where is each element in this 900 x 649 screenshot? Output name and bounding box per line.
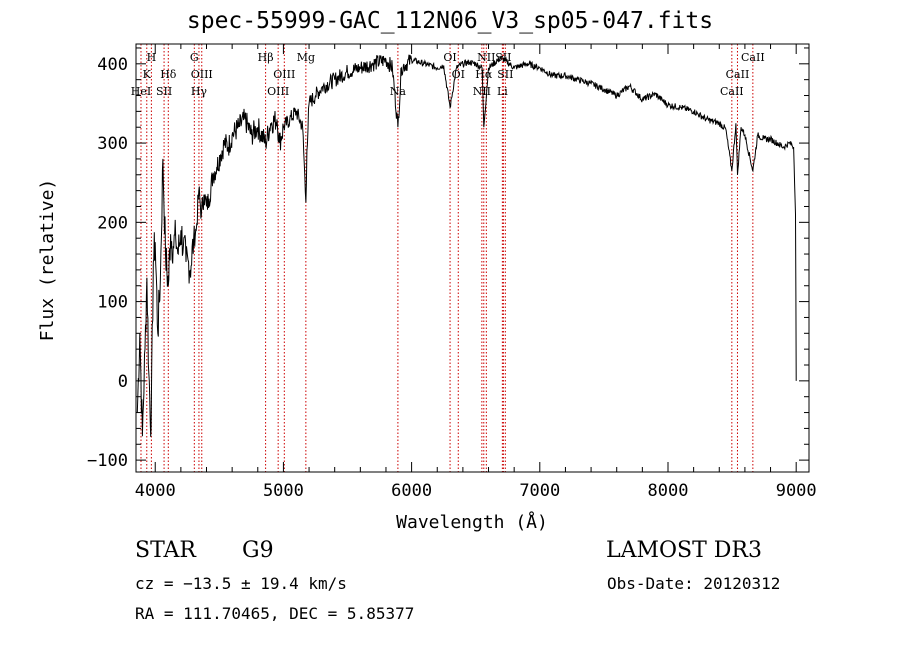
axes-layer: 4000 5000 6000 7000 8000 9000 −100 0 100 200 300 40… bbox=[87, 43, 817, 501]
spectral-line-label: Na bbox=[390, 85, 407, 98]
y-tick-label: 300 bbox=[97, 134, 128, 154]
spectral-line-label: OIII bbox=[267, 85, 289, 98]
coordinates: RA = 111.70465, DEC = 5.85377 bbox=[135, 604, 415, 623]
y-tick-label: 100 bbox=[97, 293, 128, 313]
spectral-line-label: K bbox=[143, 68, 152, 81]
y-tick-label: −100 bbox=[87, 451, 128, 471]
obs-date: Obs-Date: 20120312 bbox=[607, 574, 781, 593]
spectral-line-label: Hβ bbox=[258, 51, 274, 64]
spectral-line-label: OIII bbox=[191, 68, 213, 81]
x-axis-label: Wavelength (Å) bbox=[396, 511, 548, 533]
survey-name: LAMOST DR3 bbox=[606, 538, 762, 563]
object-class: STAR bbox=[135, 538, 196, 563]
chart-title: spec-55999-GAC_112N06_V3_sp05-047.fits bbox=[186, 8, 714, 34]
spectral-line-label: Li bbox=[497, 85, 508, 98]
spectral-line-label: CaII bbox=[741, 51, 765, 64]
redshift-text: cz = −13.5 ± 19.4 km/s bbox=[135, 574, 347, 593]
x-tick-label: 6000 bbox=[391, 481, 432, 501]
spectral-line-label: OI bbox=[443, 51, 456, 64]
y-tick-label: 200 bbox=[97, 213, 128, 233]
spectral-line-label: SII bbox=[495, 51, 511, 64]
spectral-line-label: Mg bbox=[297, 51, 315, 64]
spectral-line-label: OI bbox=[452, 68, 465, 81]
spectral-line-label: Hδ bbox=[160, 68, 177, 81]
x-tick-label: 4000 bbox=[135, 481, 176, 501]
line-marker-layer bbox=[140, 44, 754, 472]
spectral-line-label: NII bbox=[477, 51, 495, 64]
spectral-line-label: NII bbox=[473, 85, 491, 98]
spectrum-line bbox=[136, 54, 797, 437]
spectral-line-label: Hγ bbox=[191, 85, 208, 98]
spectral-line-label: G bbox=[190, 51, 199, 64]
spectral-line-label: CaII bbox=[720, 85, 744, 98]
y-axis-label: Flux (relative) bbox=[37, 179, 58, 342]
x-tick-label: 9000 bbox=[776, 481, 817, 501]
x-tick-label: 7000 bbox=[519, 481, 560, 501]
spectral-line-label: OIII bbox=[273, 68, 295, 81]
spectral-line-label: Hα bbox=[475, 68, 493, 81]
spectral-line-label: SII bbox=[497, 68, 513, 81]
object-subclass: G9 bbox=[242, 538, 274, 563]
spectral-line-label: SII bbox=[156, 85, 172, 98]
spectral-line-label: HeI bbox=[131, 85, 151, 98]
spectral-line-label: H bbox=[147, 51, 157, 64]
spectral-line-label: CaII bbox=[726, 68, 750, 81]
plot-frame bbox=[135, 43, 810, 473]
x-tick-label: 5000 bbox=[263, 481, 304, 501]
y-tick-label: 400 bbox=[97, 55, 128, 75]
y-tick-label: 0 bbox=[118, 372, 128, 392]
x-tick-label: 8000 bbox=[648, 481, 689, 501]
spectrum-layer bbox=[136, 54, 797, 437]
